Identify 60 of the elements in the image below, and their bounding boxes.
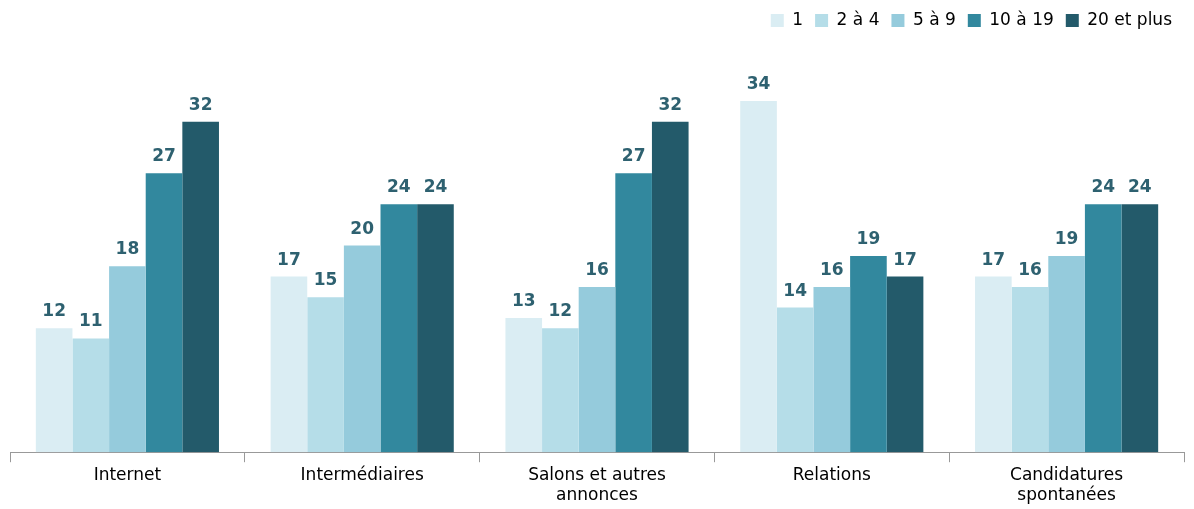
- bar: [813, 286, 851, 453]
- bar: [307, 297, 344, 453]
- bar: [1048, 255, 1085, 453]
- bar: [1011, 286, 1049, 453]
- bar: [740, 100, 777, 453]
- data-label: 17: [893, 248, 917, 269]
- bar: [380, 204, 418, 453]
- data-label: 11: [78, 310, 103, 331]
- data-label: 16: [819, 258, 844, 279]
- data-label: 16: [585, 258, 609, 279]
- data-label: 27: [621, 145, 646, 166]
- data-label: 12: [42, 300, 66, 321]
- bar: [651, 121, 689, 453]
- x-tick-label: Relations: [792, 463, 871, 484]
- bar: [850, 255, 887, 453]
- x-tick-label: Internet: [93, 463, 162, 484]
- legend-label: 10 à 19: [989, 8, 1054, 29]
- data-label: 19: [856, 227, 881, 248]
- data-label: 17: [981, 248, 1006, 269]
- data-label: 12: [548, 300, 573, 321]
- bar: [1121, 204, 1159, 453]
- legend-label: 1: [792, 8, 804, 29]
- bar: [417, 204, 454, 453]
- bar: [615, 173, 652, 453]
- data-label: 19: [1054, 227, 1079, 248]
- bar: [109, 266, 146, 453]
- legend-label: 5 à 9: [912, 8, 956, 29]
- data-label: 13: [511, 289, 536, 310]
- data-label: 24: [386, 176, 411, 197]
- data-label: 18: [115, 238, 140, 259]
- bar: [35, 328, 73, 453]
- bar: [1084, 204, 1122, 453]
- x-tick-label: Salons et autres annonces: [528, 463, 666, 505]
- bar: [145, 173, 183, 453]
- data-label: 20: [350, 217, 375, 238]
- bar: [776, 307, 814, 453]
- data-label: 24: [1128, 176, 1152, 197]
- data-label: 16: [1018, 258, 1042, 279]
- bar: [505, 317, 543, 453]
- data-label: 34: [746, 72, 771, 93]
- data-label: 24: [423, 176, 448, 197]
- bar: [578, 286, 616, 453]
- bar: [975, 276, 1012, 453]
- data-label: 24: [1091, 176, 1116, 197]
- legend-label: 20 et plus: [1087, 8, 1173, 29]
- data-label: 32: [188, 93, 213, 114]
- x-tick-label: Intermédiaires: [300, 463, 424, 484]
- data-label: 15: [313, 269, 338, 290]
- bar: [542, 328, 579, 453]
- legend-label: 2 à 4: [836, 8, 880, 29]
- data-label: 27: [152, 145, 176, 166]
- bar: [270, 276, 308, 453]
- data-label: 14: [783, 279, 808, 300]
- bar: [182, 121, 219, 453]
- data-label: 32: [658, 93, 683, 114]
- data-label: 17: [277, 248, 301, 269]
- x-tick-label: Candidatures spontanées: [1010, 463, 1124, 505]
- bar: [343, 245, 381, 453]
- bar: [886, 276, 924, 453]
- bar: [72, 338, 110, 453]
